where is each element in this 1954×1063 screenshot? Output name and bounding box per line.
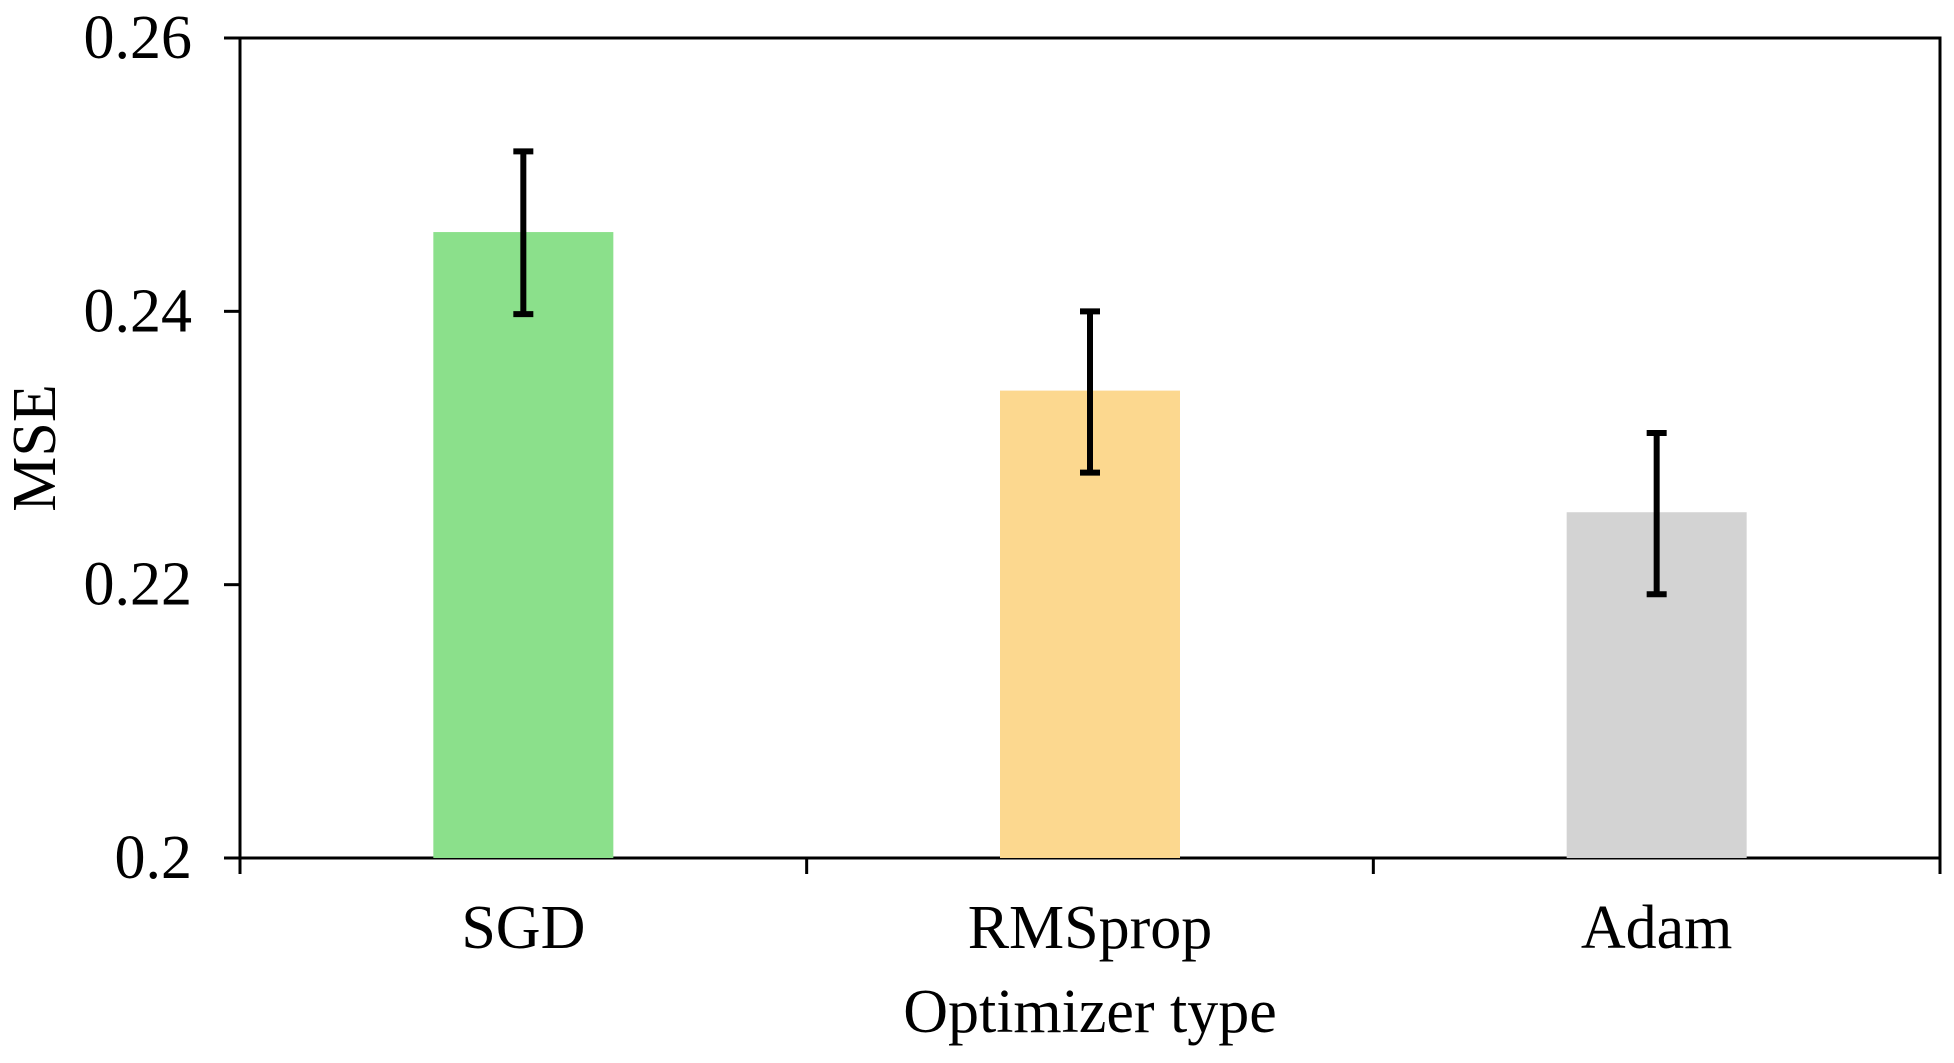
error-bar-rmsprop	[1080, 308, 1100, 476]
y-tick-label: 0.26	[84, 4, 193, 72]
x-tick-label-adam: Adam	[1581, 894, 1733, 962]
y-axis-ticks: 0.2 0.22 0.24 0.26	[84, 4, 240, 892]
y-axis-title: MSE	[1, 384, 69, 511]
bar-sgd	[433, 232, 614, 859]
x-axis-title: Optimizer type	[903, 978, 1277, 1046]
x-tick-label-sgd: SGD	[461, 894, 585, 962]
error-bar-sgd	[513, 148, 534, 318]
x-axis-ticks: SGD RMSprop Adam	[238, 858, 1942, 962]
y-tick-label: 0.24	[84, 277, 193, 345]
y-tick-label: 0.22	[84, 551, 193, 619]
error-bar-adam	[1646, 429, 1667, 598]
x-tick-label-rmsprop: RMSprop	[968, 894, 1213, 962]
y-tick-label: 0.2	[115, 824, 193, 892]
error-bars-layer	[513, 148, 1667, 598]
